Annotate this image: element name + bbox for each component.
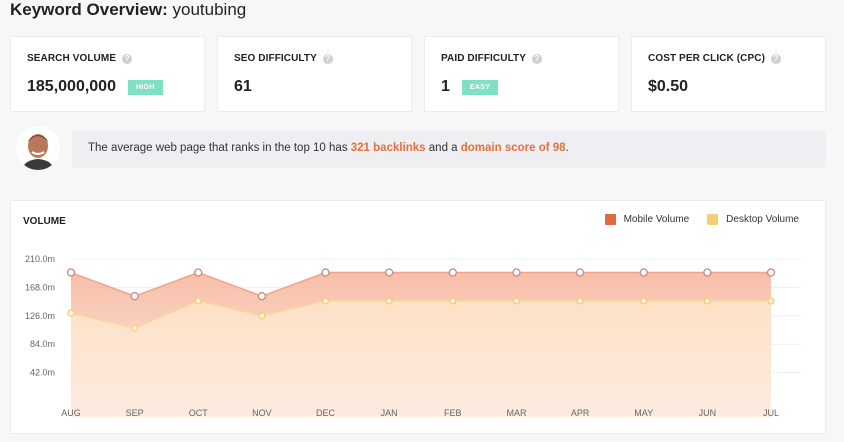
help-icon[interactable]: ? (771, 53, 781, 64)
paid-difficulty-label: PAID DIFFICULTY (441, 53, 527, 64)
mobile-volume-point[interactable] (448, 268, 457, 277)
seo-difficulty-label: SEO DIFFICULTY (234, 53, 317, 64)
tip-text: The average web page that ranks in the t… (88, 142, 569, 154)
desktop-volume-point[interactable] (194, 297, 202, 305)
x-tick-label: MAR (506, 408, 527, 418)
paid-difficulty-value: 1 (441, 78, 450, 95)
y-tick-label: 210.0m (25, 254, 55, 264)
x-tick-label: MAY (634, 408, 653, 418)
volume-chart: 210.0m 168.0m 126.0m 84.0m 42.0m AUG SEP OCT NOV… (25, 254, 801, 418)
mobile-volume-point[interactable] (703, 268, 712, 277)
cpc-label: COST PER CLICK (CPC) (648, 53, 765, 64)
x-tick-label: FEB (444, 408, 462, 418)
search-volume-value: 185,000,000 (27, 78, 116, 95)
mobile-volume-point[interactable] (512, 268, 521, 277)
tip-prefix: The average web page that ranks in the t… (88, 142, 351, 154)
page-title: Keyword Overview: youtubing (10, 0, 246, 20)
mobile-volume-point[interactable] (639, 268, 648, 277)
x-tick-label: JUL (763, 408, 779, 418)
keyword: youtubing (172, 0, 247, 19)
chart-title: VOLUME (23, 216, 66, 227)
y-tick-label: 126.0m (25, 311, 55, 321)
paid-difficulty-card: PAID DIFFICULTY? 1 EASY (424, 36, 619, 112)
backlinks-highlight: 321 backlinks (350, 142, 426, 154)
seo-difficulty-card: SEO DIFFICULTY? 61 (217, 36, 412, 112)
volume-badge: HIGH (127, 79, 163, 95)
x-tick-label: JAN (381, 408, 398, 418)
desktop-volume-point[interactable] (767, 297, 775, 305)
mobile-volume-point[interactable] (194, 268, 203, 277)
legend-item-desktop[interactable]: Desktop Volume (707, 214, 799, 225)
domain-score-highlight: domain score of 98 (460, 142, 566, 154)
desktop-volume-point[interactable] (67, 309, 75, 317)
legend-swatch-mobile (604, 214, 616, 225)
legend-label-desktop: Desktop Volume (726, 214, 799, 225)
y-tick-label: 84.0m (30, 339, 55, 349)
search-volume-card: SEARCH VOLUME? 185,000,000 HIGH (10, 36, 205, 112)
desktop-volume-point[interactable] (512, 297, 521, 305)
help-icon[interactable]: ? (122, 53, 133, 64)
legend-label-mobile: Mobile Volume (623, 214, 690, 225)
mobile-volume-point[interactable] (130, 292, 139, 301)
desktop-volume-line (70, 300, 771, 329)
legend-item-mobile[interactable]: Mobile Volume (604, 214, 690, 225)
help-icon[interactable]: ? (322, 53, 333, 64)
title-prefix: Keyword Overview: (10, 0, 168, 19)
x-tick-label: JUN (699, 408, 717, 418)
desktop-volume-point[interactable] (576, 297, 584, 305)
volume-chart-card: VOLUME Mobile Volume Desktop Volume 210.… (10, 200, 826, 434)
cpc-value: $0.50 (648, 78, 689, 95)
search-volume-label: SEARCH VOLUME (27, 53, 117, 64)
x-tick-label: DEC (316, 408, 336, 418)
avatar-image (16, 126, 60, 170)
desktop-volume-point[interactable] (640, 297, 648, 305)
avatar (16, 126, 60, 170)
seo-difficulty-value: 61 (234, 78, 252, 95)
x-tick-label: OCT (189, 408, 209, 418)
mobile-volume-point[interactable] (66, 268, 76, 277)
insight-tip: The average web page that ranks in the t… (10, 124, 826, 170)
desktop-volume-point[interactable] (258, 312, 266, 320)
mobile-volume-point[interactable] (385, 268, 394, 277)
desktop-volume-point[interactable] (703, 297, 712, 305)
difficulty-badge: EASY (461, 79, 499, 95)
tip-bubble (72, 130, 826, 168)
mobile-volume-point[interactable] (766, 268, 776, 277)
desktop-volume-point[interactable] (130, 324, 139, 332)
help-icon[interactable]: ? (532, 53, 543, 64)
mobile-volume-point[interactable] (257, 292, 267, 301)
x-tick-label: APR (571, 408, 590, 418)
metrics-row: SEARCH VOLUME? 185,000,000 HIGH SEO DIFFI… (10, 36, 826, 112)
tip-middle: and a (425, 142, 461, 154)
legend-swatch-desktop (707, 214, 719, 225)
desktop-volume-point[interactable] (321, 297, 330, 305)
x-tick-label: NOV (252, 408, 272, 418)
chart-legend: Mobile Volume Desktop Volume (604, 214, 799, 225)
mobile-volume-point[interactable] (575, 268, 585, 277)
x-tick-label: SEP (126, 408, 144, 418)
mobile-volume-point[interactable] (321, 268, 330, 277)
desktop-volume-point[interactable] (449, 297, 457, 305)
mobile-volume-line (70, 271, 771, 297)
x-tick-label: AUG (61, 408, 81, 418)
desktop-volume-point[interactable] (385, 297, 393, 305)
cpc-card: COST PER CLICK (CPC)? $0.50 (631, 36, 826, 112)
y-tick-label: 42.0m (30, 368, 55, 378)
tip-suffix: . (565, 142, 569, 154)
y-tick-label: 168.0m (25, 282, 55, 292)
desktop-volume-area (71, 300, 771, 417)
